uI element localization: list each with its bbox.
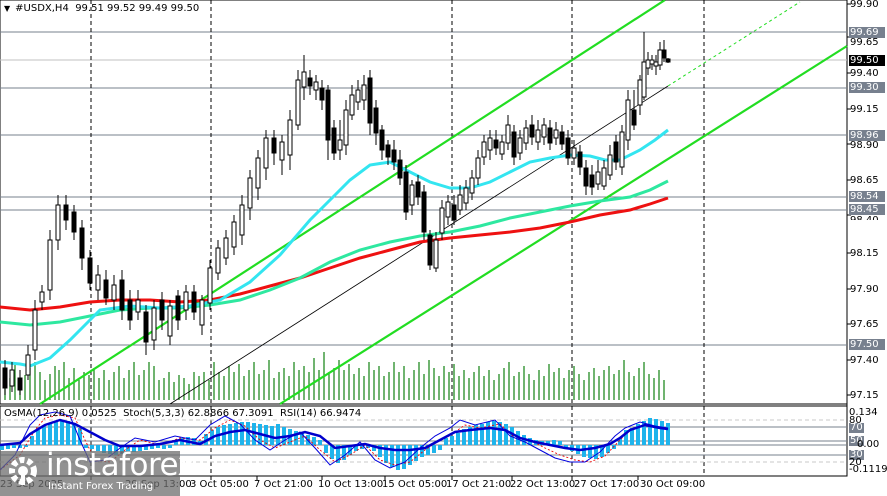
- osc-max-label: 0.134: [849, 407, 878, 418]
- day-separators: [90, 0, 705, 476]
- price-tick: 99.65: [850, 37, 879, 48]
- stoch-signal-line: [0, 414, 669, 471]
- price-tick: 97.90: [850, 284, 879, 295]
- time-label: 30 Oct 09:00: [640, 479, 706, 490]
- gear-logo-icon: [9, 457, 37, 485]
- level-label: 99.69: [849, 27, 885, 38]
- brand-name: instaforex: [46, 447, 196, 483]
- rsi-line: [0, 418, 669, 452]
- price-tick: 97.15: [850, 390, 879, 401]
- time-label: 22 Oct 13:00: [510, 479, 576, 490]
- rsi-label: RSI(14) 66.9474: [279, 408, 362, 419]
- candlesticks: [2, 32, 671, 395]
- level-label: 99.30: [849, 82, 885, 93]
- osc-level-80: 80: [849, 415, 862, 426]
- ohlc-values: 99.51 99.52 99.49 99.50: [75, 3, 200, 14]
- osc-level-20: 20: [849, 457, 862, 468]
- price-tick: 98.40: [849, 215, 880, 220]
- time-label: 17 Oct 21:00: [446, 479, 512, 490]
- price-tick: 97.65: [850, 319, 879, 330]
- price-tick: 98.65: [850, 175, 879, 186]
- regression-channel: [39, 0, 848, 405]
- chevron-down-icon[interactable]: ▼: [4, 4, 11, 13]
- price-tick: 99.40: [850, 68, 879, 79]
- price-tick: 98.90: [850, 140, 879, 151]
- time-label: 15 Oct 05:00: [382, 479, 448, 490]
- osc-level-30: 30: [849, 449, 864, 460]
- time-label: 3 Oct 05:00: [190, 479, 249, 490]
- stoch-label: Stoch(5,3,3) 62.8866 67.3091: [123, 408, 274, 419]
- oscillator-header: OsMA(12,26,9) 0.0525 Stoch(5,3,3) 62.886…: [4, 408, 361, 419]
- time-label: 10 Oct 13:00: [318, 479, 384, 490]
- current-price-label: 99.50: [849, 55, 885, 66]
- level-label: 98.45: [849, 204, 885, 215]
- time-label: 7 Oct 21:00: [254, 479, 313, 490]
- time-label: 27 Oct 17:00: [574, 479, 640, 490]
- osc-min-label: -0.1119: [849, 464, 887, 475]
- symbol-label: #USDX,H4: [15, 3, 69, 14]
- osma-label: OsMA(12,26,9) 0.0525: [4, 408, 117, 419]
- brand-tagline: Instant Forex Trading: [48, 481, 154, 492]
- osc-level-70: 70: [849, 422, 864, 433]
- price-tick: 97.40: [850, 355, 879, 366]
- ema-mid-line: [0, 179, 669, 327]
- instaforex-watermark: instaforex Instant Forex Trading: [0, 447, 196, 496]
- price-tick: 99.15: [850, 104, 879, 115]
- chart-header: ▼ #USDX,H4 99.51 99.52 99.49 99.50: [4, 3, 199, 14]
- price-tick: 98.15: [850, 248, 879, 259]
- level-label: 97.50: [849, 339, 885, 350]
- osc-zero-label: 0.00: [857, 439, 880, 450]
- level-label: 98.54: [849, 191, 885, 202]
- price-tick: 99.90: [850, 0, 879, 10]
- level-label: 98.96: [849, 130, 885, 141]
- ema-fast-line: [0, 128, 669, 368]
- volume-bars: [4, 352, 665, 400]
- osc-level-50: 50: [849, 435, 864, 446]
